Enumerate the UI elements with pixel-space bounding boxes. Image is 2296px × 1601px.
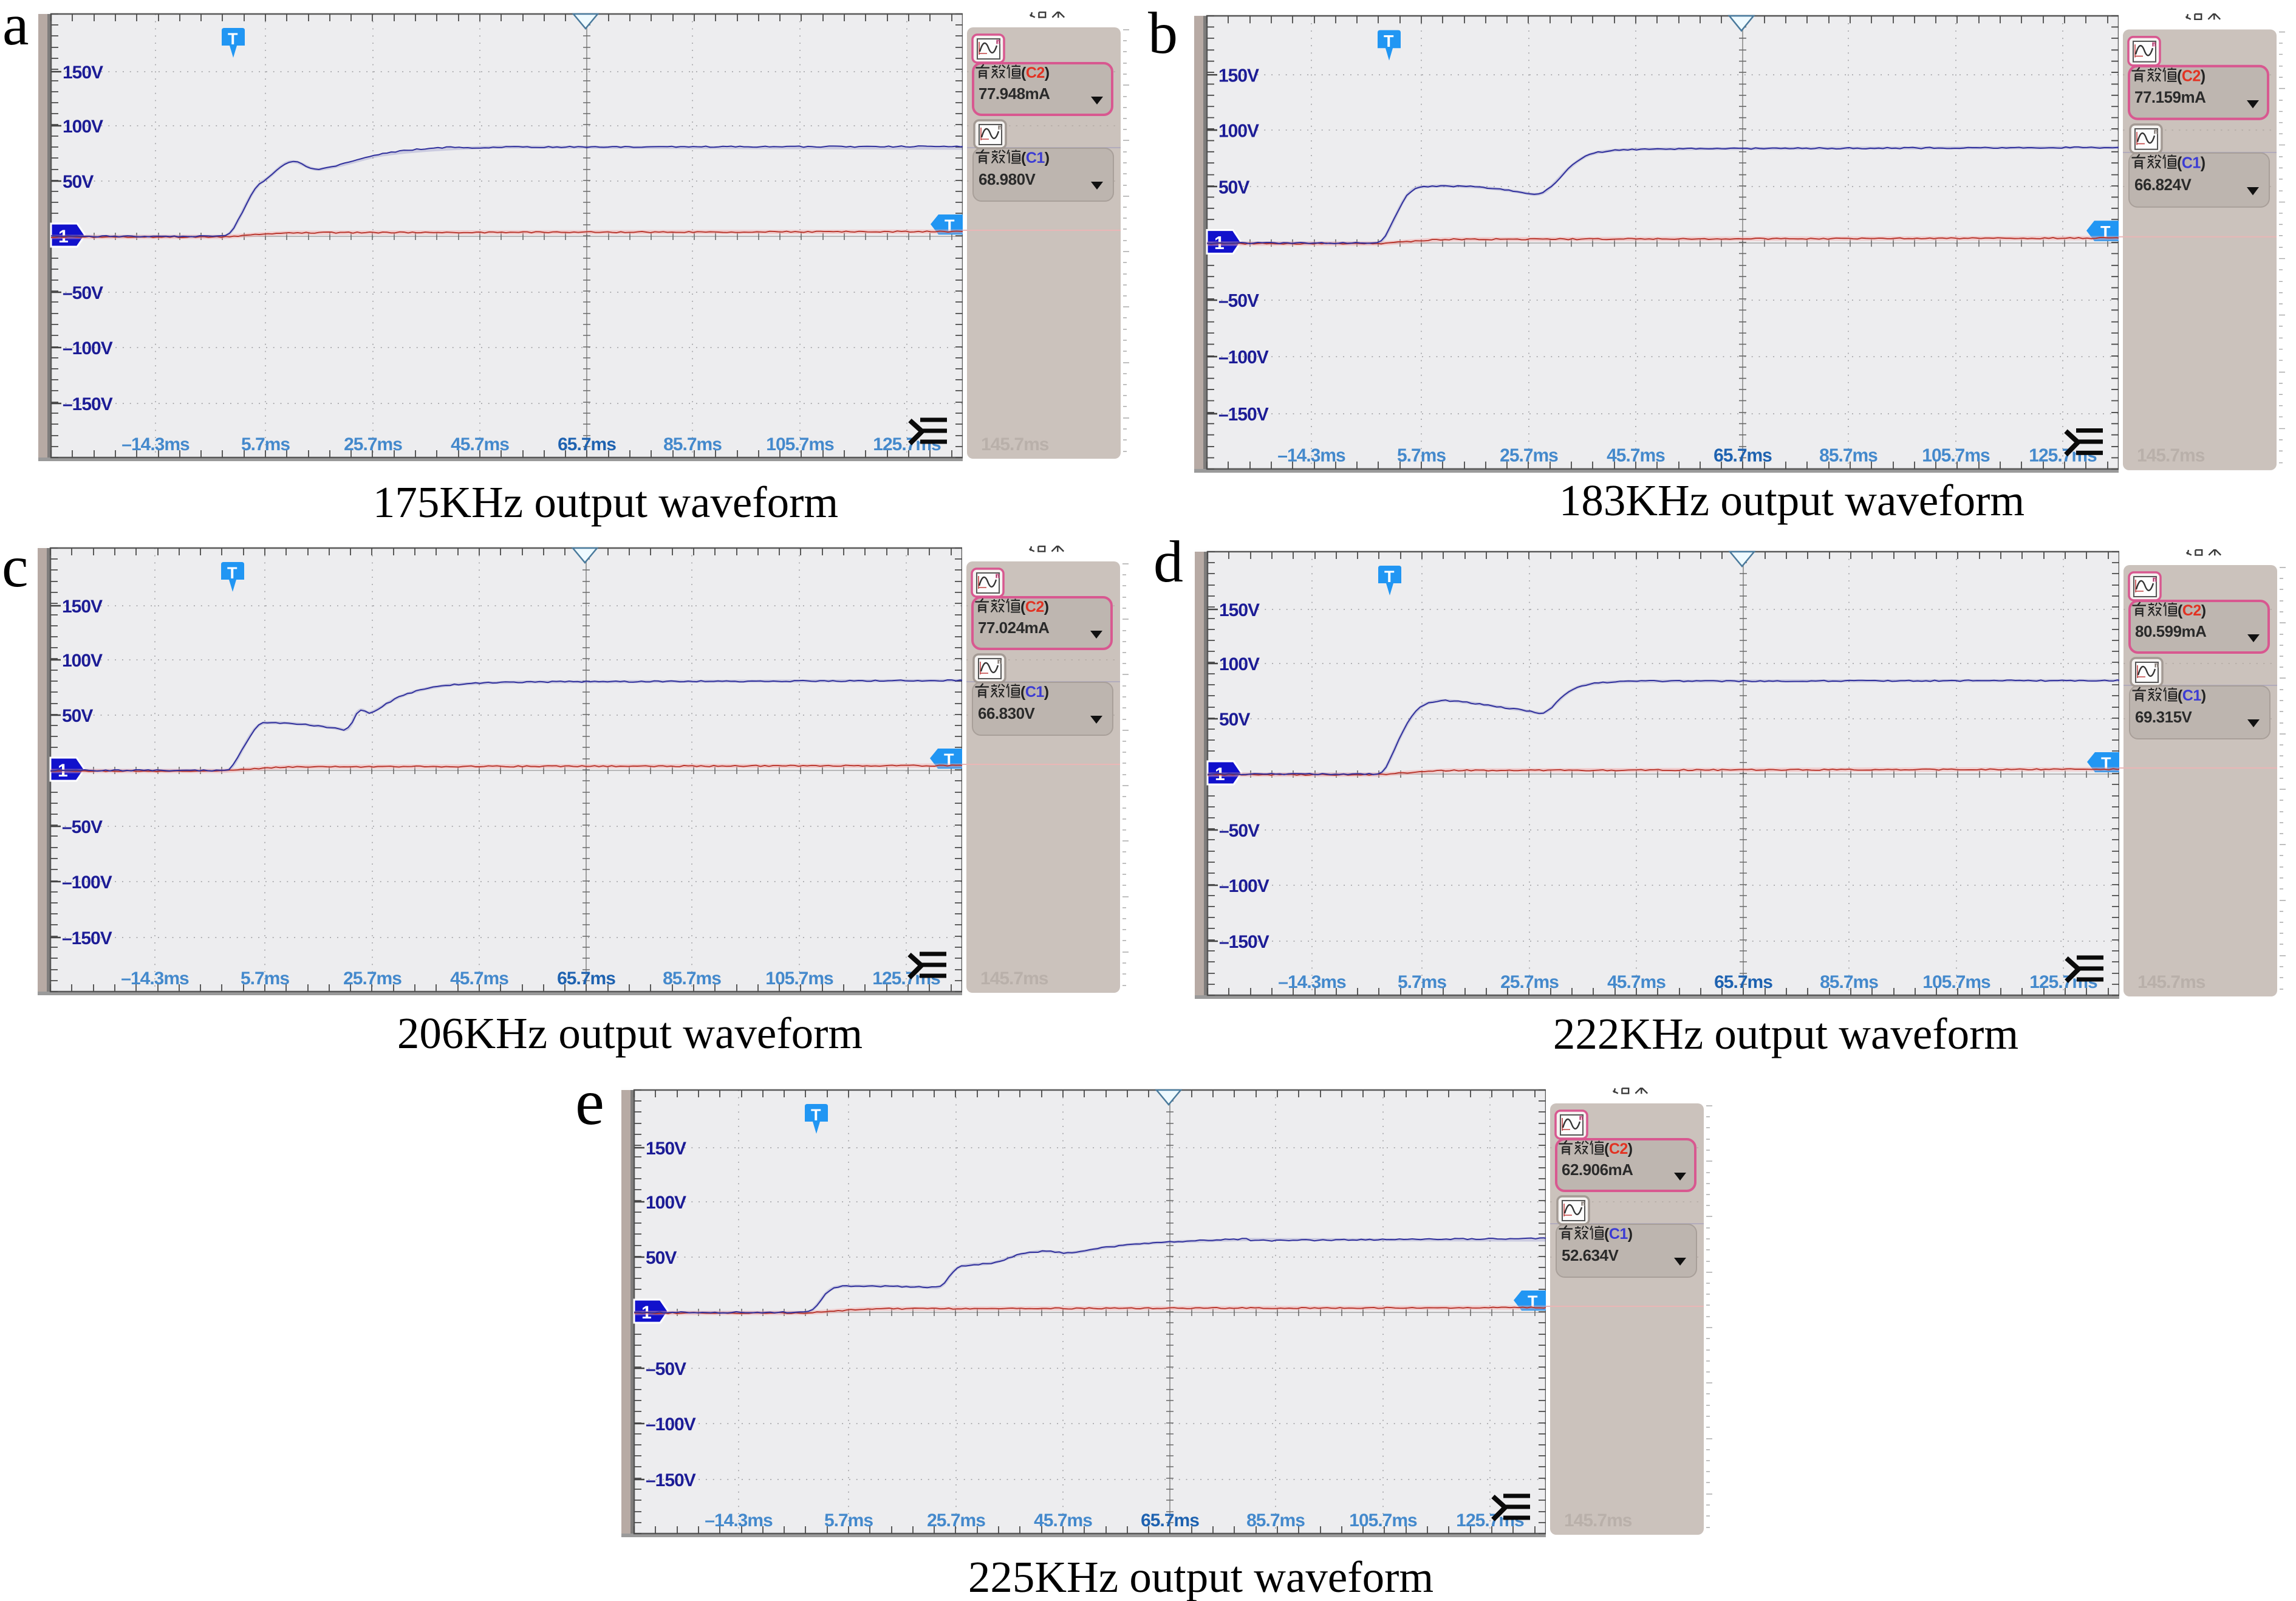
svg-text:52.634V: 52.634V — [1562, 1246, 1619, 1264]
svg-text:77.024mA: 77.024mA — [978, 619, 1050, 637]
svg-text:62.906mA: 62.906mA — [1562, 1160, 1633, 1179]
svg-text:80.599mA: 80.599mA — [2135, 622, 2207, 640]
svg-text:77.948mA: 77.948mA — [979, 84, 1050, 103]
svg-text:66.830V: 66.830V — [978, 704, 1036, 722]
svg-text:77.159mA: 77.159mA — [2134, 88, 2206, 106]
svg-text:69.315V: 69.315V — [2135, 708, 2193, 726]
svg-text:66.824V: 66.824V — [2134, 176, 2192, 194]
svg-text:68.980V: 68.980V — [979, 170, 1036, 188]
